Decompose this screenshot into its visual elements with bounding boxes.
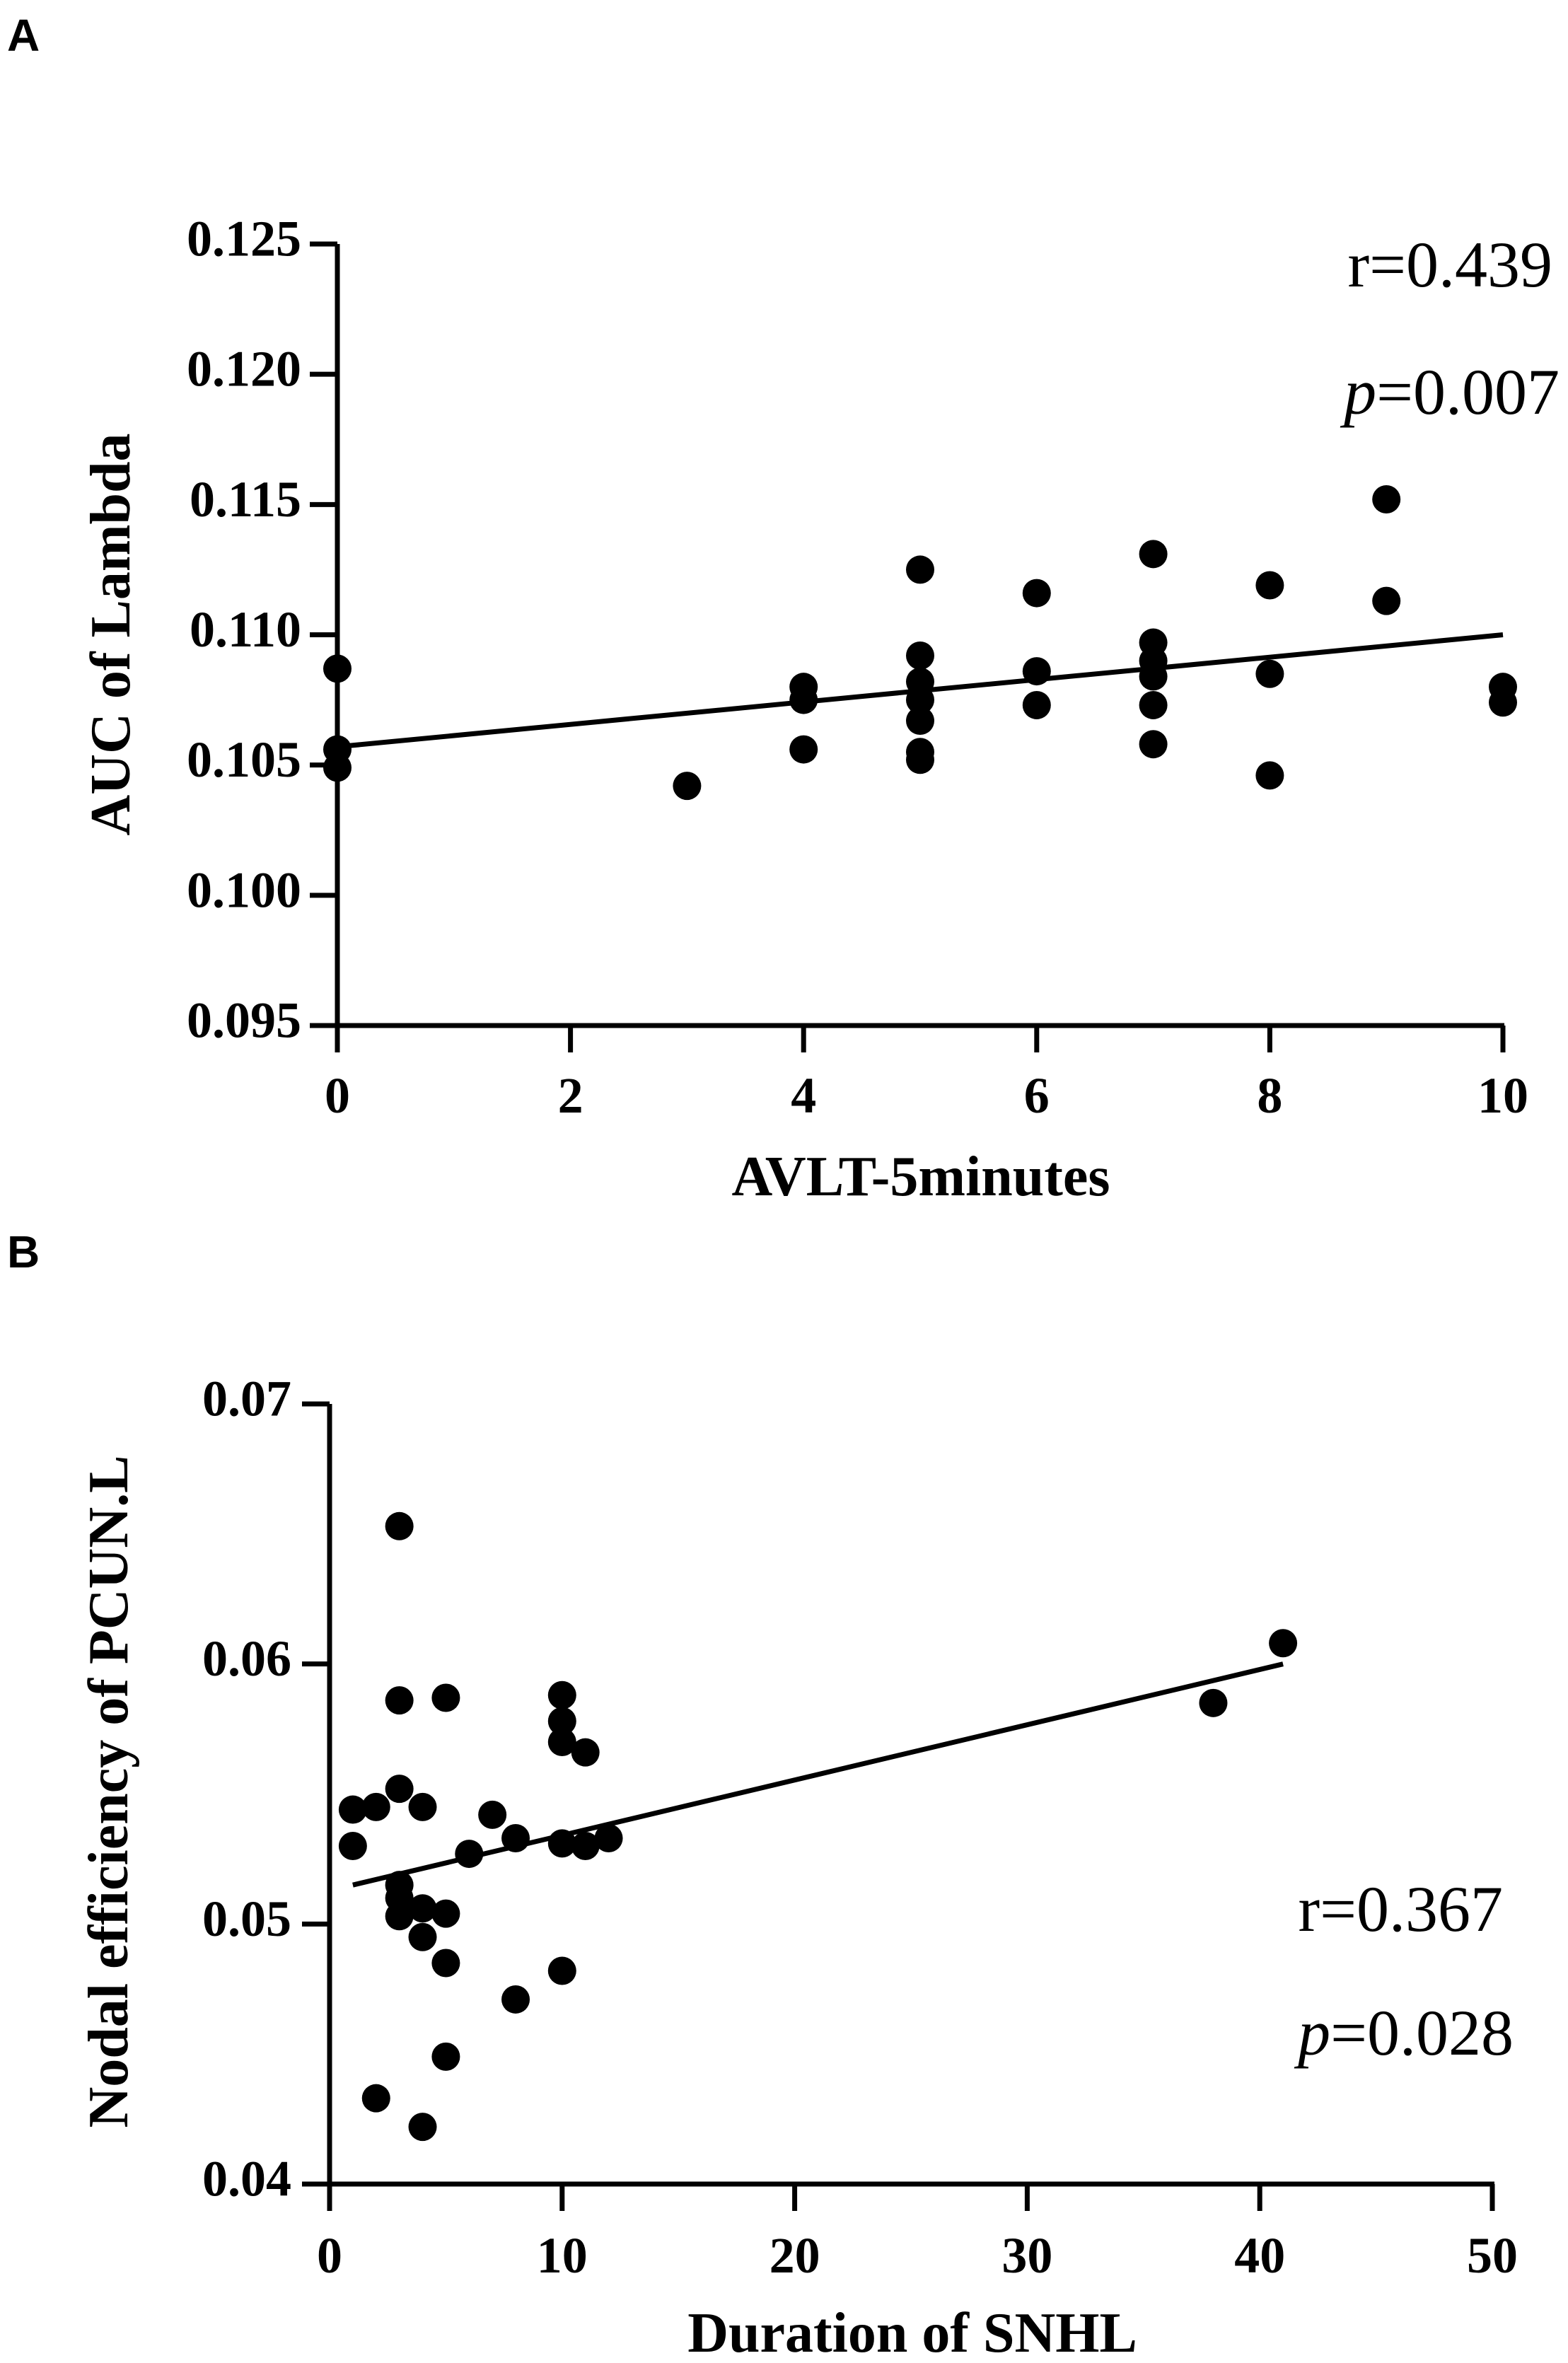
panel-a-y-tick-label-3: 0.110 bbox=[190, 601, 301, 658]
panel-a-point-3 bbox=[673, 772, 702, 801]
panel-b-point-27 bbox=[571, 1738, 600, 1767]
panel-a-point-11 bbox=[906, 707, 934, 736]
panel-b-point-25 bbox=[547, 1829, 576, 1858]
panel-b-point-4 bbox=[385, 1511, 414, 1540]
panel-a-p-value: =0.007 bbox=[1376, 356, 1560, 428]
panel-a-point-29 bbox=[1489, 688, 1517, 717]
panel-a-x-tick-label-2: 4 bbox=[791, 1067, 816, 1124]
panel-a-x-tick-label-0: 0 bbox=[325, 1067, 350, 1124]
panel-b-p-value: =0.028 bbox=[1330, 1997, 1514, 2069]
panel-a-y-tick-label-2: 0.105 bbox=[187, 731, 301, 788]
panel-b-point-20 bbox=[501, 1824, 530, 1853]
panel-b-x-tick-label-0: 0 bbox=[317, 2227, 342, 2284]
panel-b-x-tick-label-5: 50 bbox=[1467, 2227, 1518, 2284]
panel-a-y-tick-label-1: 0.100 bbox=[187, 861, 301, 918]
panel-b-point-24 bbox=[547, 1727, 576, 1756]
panel-b-point-18 bbox=[455, 1840, 484, 1869]
panel-a-point-0 bbox=[323, 654, 352, 683]
panel-b-x-tick-label-1: 10 bbox=[537, 2227, 588, 2284]
panel-b-point-1 bbox=[338, 1832, 367, 1861]
panel-b-y-tick-label-1: 0.05 bbox=[202, 1891, 291, 1947]
panel-b-point-30 bbox=[1199, 1688, 1228, 1717]
panel-a-y-tick-label-4: 0.115 bbox=[190, 471, 301, 528]
panel-a-p-symbol: p bbox=[1340, 356, 1376, 428]
panel-b-point-28 bbox=[571, 1832, 600, 1861]
panel-b: B 0.04 0.05 0.06 0.07 0 10 20 30 40 50 D… bbox=[7, 1226, 1518, 2363]
panel-a-point-2 bbox=[323, 753, 352, 782]
panel-a-point-20 bbox=[1139, 662, 1168, 691]
panel-a-label: A bbox=[7, 10, 40, 61]
panel-b-p-symbol: p bbox=[1294, 1997, 1330, 2069]
panel-a-y-axis-title: AUC of Lambda bbox=[80, 434, 142, 836]
panel-b-label: B bbox=[7, 1226, 40, 1277]
panel-b-y-axis-title: Nodal efficiency of PCUN.L bbox=[78, 1456, 140, 2128]
panel-a-y-tick-label-6: 0.125 bbox=[187, 211, 301, 267]
panel-a-point-14 bbox=[1022, 579, 1051, 608]
panel-b-x-axis-title: Duration of SNHL bbox=[687, 2302, 1137, 2363]
panel-b-y-tick-label-3: 0.07 bbox=[202, 1371, 291, 1427]
panel-a-point-16 bbox=[1022, 690, 1051, 719]
panel-b-r-annotation: r=0.367 bbox=[1298, 1873, 1503, 1945]
panel-b-point-21 bbox=[501, 1985, 530, 2014]
panel-b-x-tick-label-2: 20 bbox=[770, 2227, 820, 2284]
panel-a-points bbox=[323, 484, 1517, 801]
panel-a-point-5 bbox=[789, 685, 818, 714]
panel-b-point-15 bbox=[431, 1899, 460, 1928]
panel-b-point-11 bbox=[408, 1894, 437, 1923]
panel-a-y-tick-label-5: 0.120 bbox=[187, 341, 301, 397]
panel-a-point-22 bbox=[1139, 730, 1168, 759]
panel-a-y-tick-label-0: 0.095 bbox=[187, 992, 301, 1049]
panel-a-point-7 bbox=[906, 555, 934, 584]
panel-b-point-0 bbox=[338, 1795, 367, 1824]
panel-a-r-annotation: r=0.439 bbox=[1347, 228, 1552, 301]
panel-a-point-24 bbox=[1255, 659, 1284, 688]
panel-a-point-8 bbox=[906, 641, 934, 670]
panel-a-point-21 bbox=[1139, 690, 1168, 719]
panel-b-point-29 bbox=[594, 1824, 623, 1853]
panel-b-point-10 bbox=[408, 1792, 437, 1821]
panel-a-point-23 bbox=[1255, 571, 1284, 600]
panel-a-x-tick-label-3: 6 bbox=[1024, 1067, 1050, 1124]
panel-a-point-13 bbox=[906, 745, 934, 774]
panel-a-x-tick-label-1: 2 bbox=[558, 1067, 583, 1124]
panel-b-y-tick-label-0: 0.04 bbox=[202, 2151, 291, 2207]
panel-b-point-26 bbox=[547, 1956, 576, 1985]
panel-b-point-22 bbox=[547, 1680, 576, 1709]
panel-a-x-axis-title: AVLT-5minutes bbox=[731, 1146, 1110, 1208]
panel-b-point-17 bbox=[431, 2042, 460, 2071]
panel-a-point-10 bbox=[906, 685, 934, 714]
panel-b-point-19 bbox=[478, 1800, 507, 1829]
panel-b-point-23 bbox=[547, 1707, 576, 1736]
panel-b-y-tick-label-2: 0.06 bbox=[202, 1630, 291, 1687]
panel-b-point-13 bbox=[408, 2113, 437, 2142]
panel-b-points bbox=[338, 1511, 1298, 2142]
panel-b-x-tick-label-3: 30 bbox=[1001, 2227, 1052, 2284]
panel-b-p-annotation: p=0.028 bbox=[1294, 1997, 1514, 2069]
panel-a-point-26 bbox=[1372, 484, 1401, 513]
panel-b-x-tick-label-4: 40 bbox=[1234, 2227, 1285, 2284]
panel-b-point-9 bbox=[385, 1902, 414, 1931]
panel-b-regression-line bbox=[352, 1661, 1284, 1888]
panel-a-x-tick-label-5: 10 bbox=[1477, 1067, 1528, 1124]
panel-b-point-3 bbox=[361, 2084, 390, 2113]
panel-a-point-27 bbox=[1372, 586, 1401, 615]
panel-b-point-16 bbox=[431, 1949, 460, 1978]
panel-a-point-17 bbox=[1139, 540, 1168, 569]
panel-a-point-25 bbox=[1255, 761, 1284, 790]
panel-a-x-tick-label-4: 8 bbox=[1257, 1067, 1282, 1124]
panel-a-point-6 bbox=[789, 735, 818, 764]
panel-b-point-2 bbox=[361, 1792, 390, 1821]
panel-b-point-5 bbox=[385, 1686, 414, 1715]
panel-b-point-31 bbox=[1269, 1629, 1298, 1658]
panel-a: A 0.095 0.100 0.105 0.110 0.115 0.120 0.… bbox=[7, 10, 1560, 1208]
panel-b-point-6 bbox=[385, 1775, 414, 1804]
panel-a-p-annotation: p=0.007 bbox=[1340, 356, 1560, 428]
panel-b-point-14 bbox=[431, 1683, 460, 1712]
panel-b-point-12 bbox=[408, 1922, 437, 1951]
panel-a-point-15 bbox=[1022, 657, 1051, 686]
